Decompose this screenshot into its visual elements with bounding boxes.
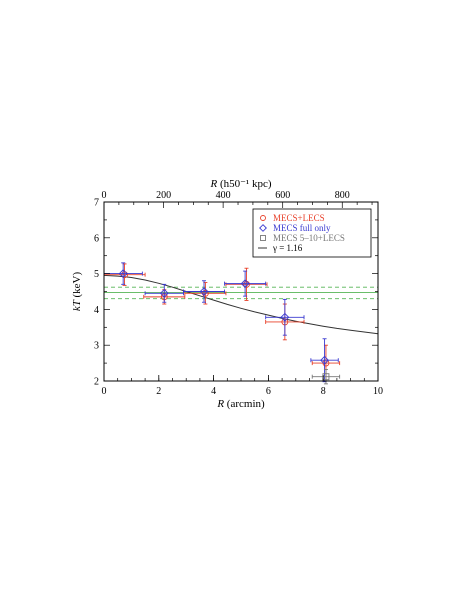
y-tick-label: 3 <box>94 341 99 352</box>
x-tick-label: 4 <box>211 386 216 397</box>
data-marker <box>320 355 330 365</box>
x2-tick-label: 200 <box>156 190 171 201</box>
x2-axis-title: R (h50⁻¹ kpc) <box>209 178 271 190</box>
plot-area <box>103 262 379 385</box>
x-tick-label: 2 <box>156 386 161 397</box>
data-marker <box>199 287 209 296</box>
x-tick-label: 8 <box>321 386 326 397</box>
x2-tick-label: 0 <box>102 190 107 201</box>
x-tick-label: 0 <box>102 386 107 397</box>
series-0-point-0 <box>103 263 146 286</box>
series-1-point-1 <box>144 283 184 303</box>
y-tick-label: 4 <box>94 305 99 316</box>
legend-marker <box>260 215 266 221</box>
y-tick-label: 6 <box>94 233 99 244</box>
series-0-point-3 <box>225 267 268 301</box>
data-marker <box>240 279 250 289</box>
series-0-point-2 <box>184 282 227 305</box>
legend-label: MECS+LECS <box>273 213 325 223</box>
data-marker <box>118 269 128 279</box>
x2-tick-label: 800 <box>335 190 350 201</box>
data-marker <box>280 312 290 322</box>
y-axis-title: kT (keV) <box>71 272 83 312</box>
x2-tick-label: 400 <box>216 190 231 201</box>
legend-label: MECS 5–10+LECS <box>273 233 345 243</box>
legend-marker <box>259 224 267 232</box>
series-1-point-3 <box>224 270 267 297</box>
y-tick-label: 5 <box>94 269 99 280</box>
data-marker <box>159 288 169 298</box>
x-tick-label: 6 <box>266 386 271 397</box>
x-axis-title: R (arcmin) <box>216 398 265 410</box>
legend-marker <box>260 235 266 241</box>
x2-tick-label: 600 <box>275 190 290 201</box>
series-1-point-5 <box>310 338 339 383</box>
series-2-point-0 <box>311 369 341 385</box>
series-1-point-4 <box>265 298 305 336</box>
legend-box <box>252 208 372 258</box>
series-1-point-2 <box>183 280 226 303</box>
polytropic-model-line <box>103 274 379 335</box>
y-tick-label: 7 <box>94 198 99 209</box>
legend-label: MECS full only <box>273 223 331 233</box>
y-tick-label: 2 <box>94 377 99 388</box>
legend-label: γ = 1.16 <box>272 243 303 253</box>
x-tick-label: 10 <box>373 386 383 397</box>
